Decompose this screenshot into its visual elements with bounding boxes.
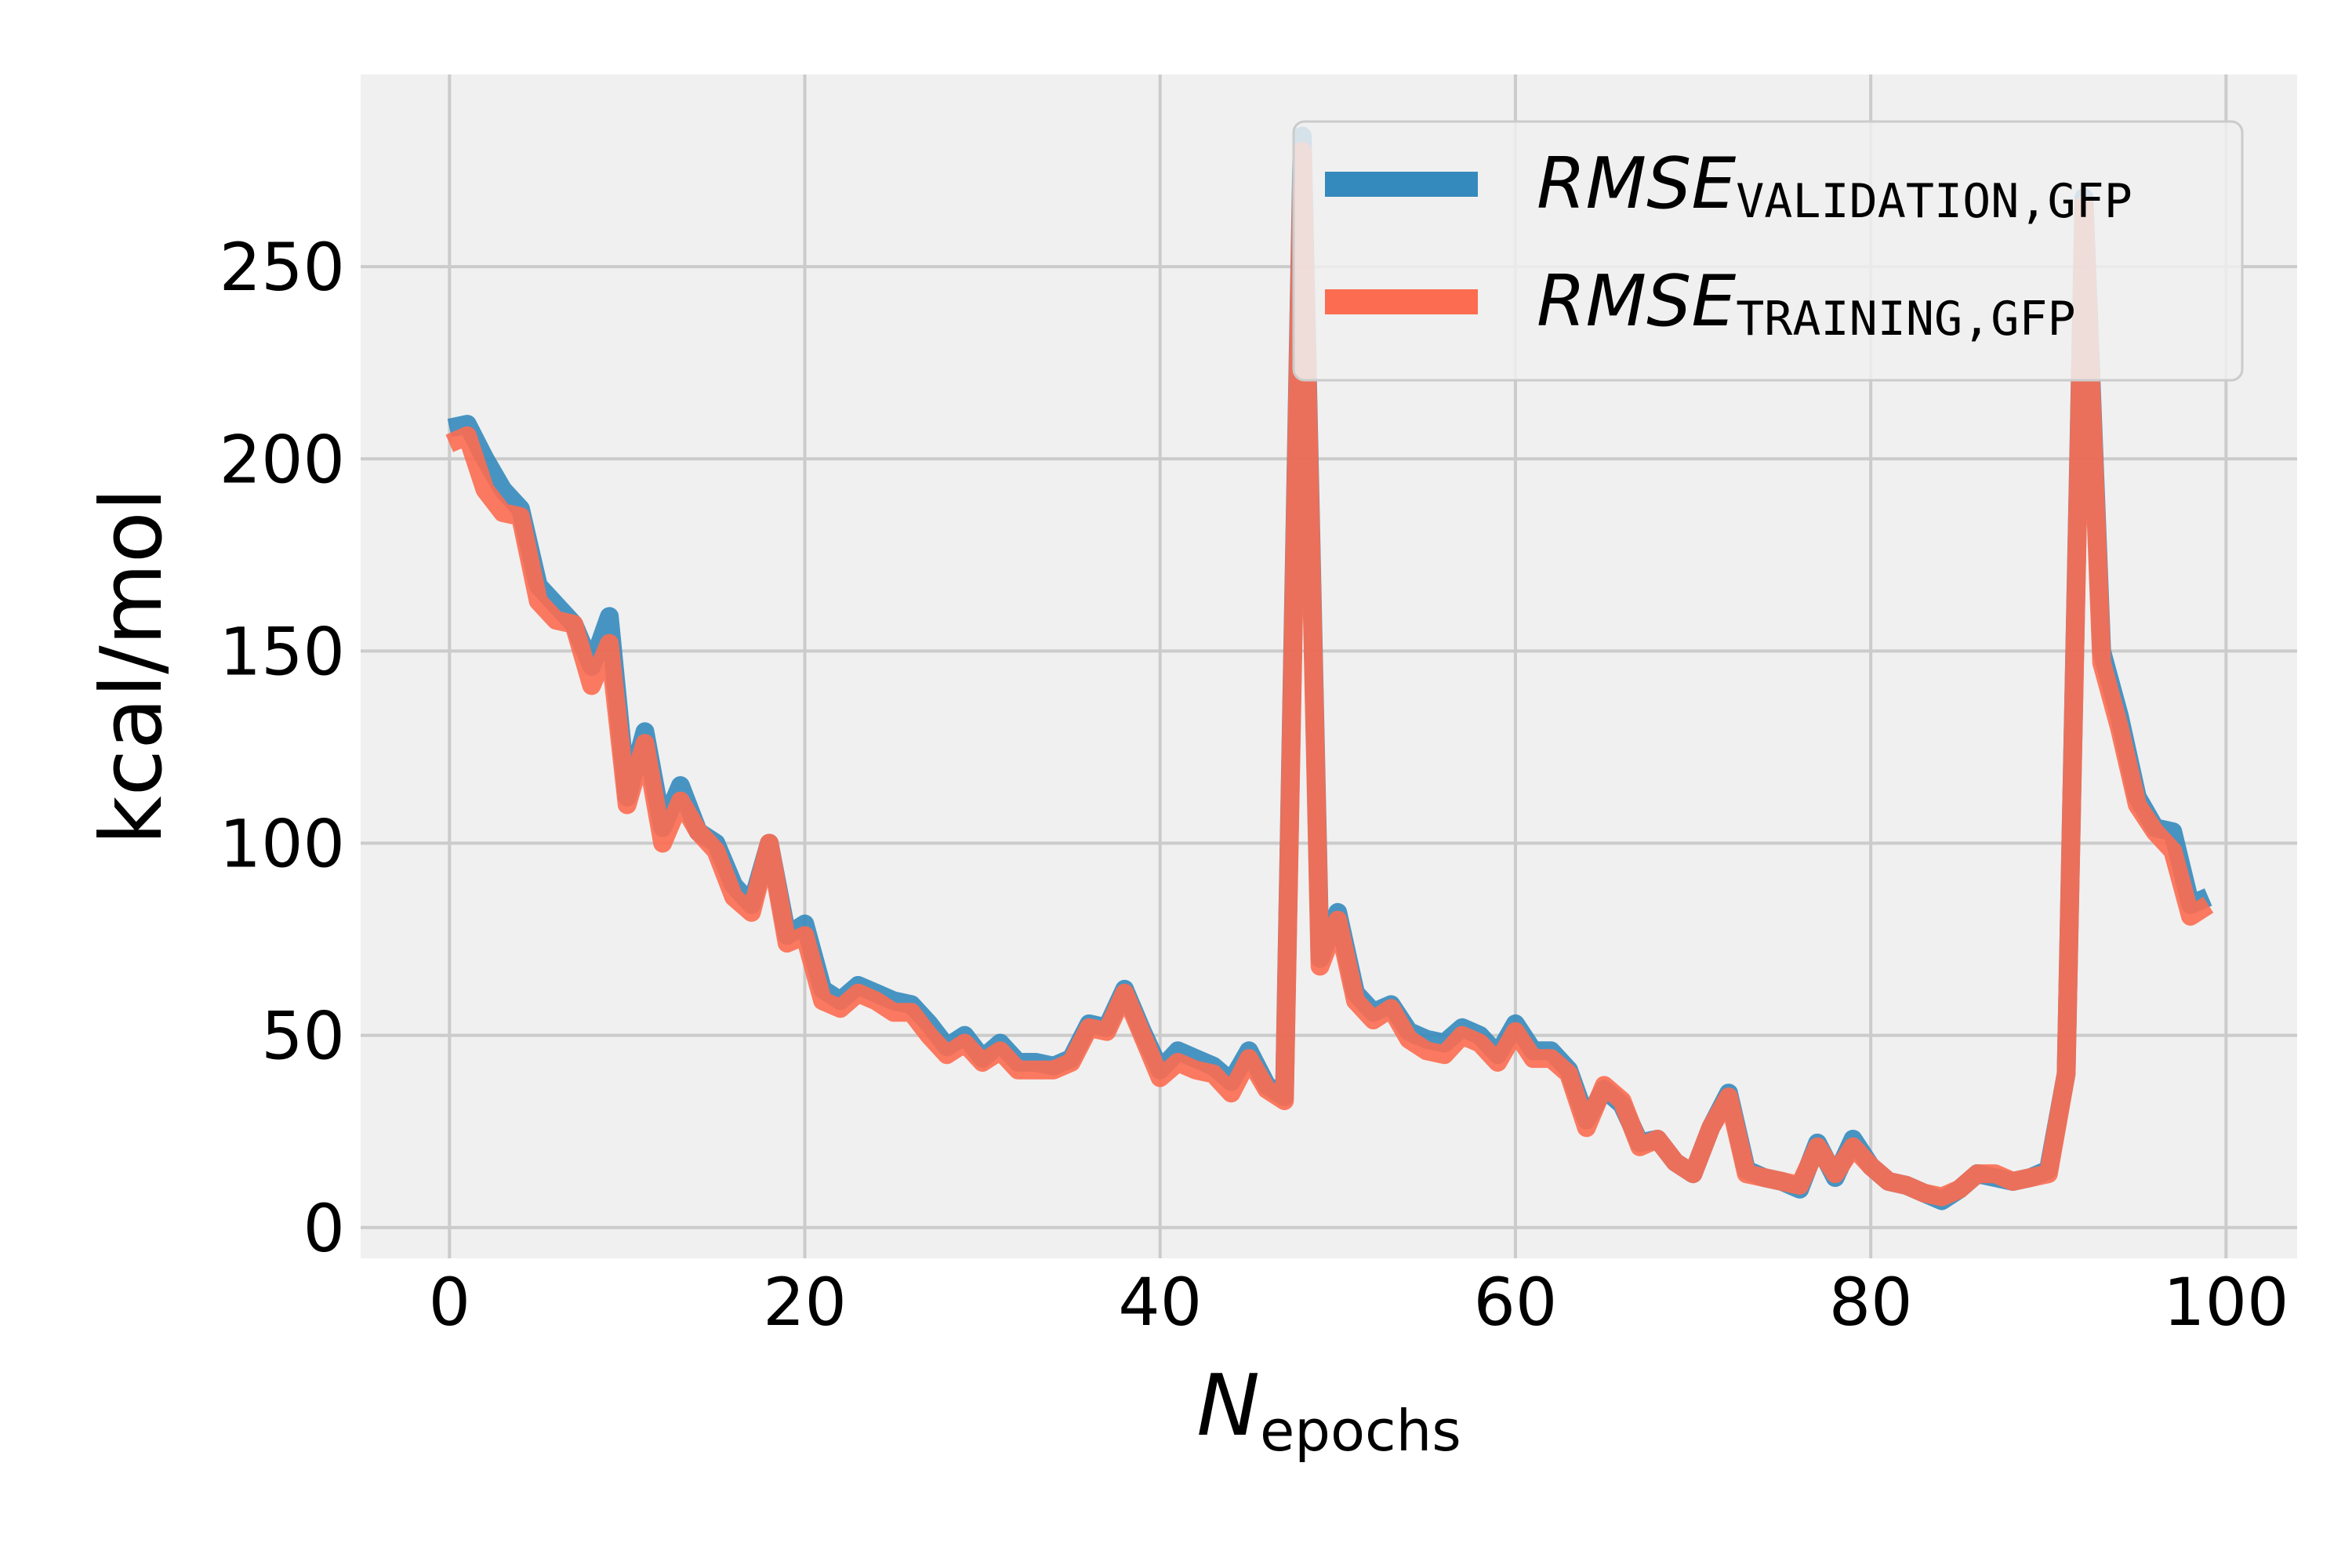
y-tick-label: 0: [303, 1190, 345, 1267]
x-tick-label: 60: [1473, 1264, 1557, 1341]
y-tick-label: 100: [220, 806, 345, 883]
y-tick-label: 150: [220, 613, 345, 690]
legend-label-training: RMSETRAINING,GFP: [1537, 260, 2076, 347]
legend-frame: [1292, 120, 2244, 382]
legend-label-training-main: RMSE: [1537, 260, 1736, 343]
series-line-training: [445, 142, 2214, 1207]
x-axis-title: Nepochs: [1196, 1357, 1461, 1464]
y-tick-label: 200: [220, 421, 345, 498]
legend-label-validation-main: RMSE: [1537, 143, 1736, 225]
grid-lines: [361, 74, 2297, 1258]
legend-label-validation: RMSEVALIDATION,GFP: [1537, 143, 2132, 229]
legend: RMSEVALIDATION,GFP RMSETRAINING,GFP: [1292, 120, 2244, 382]
legend-label-training-sub: TRAINING,GFP: [1736, 292, 2075, 347]
legend-label-validation-sub: VALIDATION,GFP: [1736, 174, 2132, 229]
series-layer: [445, 126, 2214, 1210]
x-axis-title-main: N: [1196, 1357, 1260, 1455]
x-tick-label: 0: [429, 1264, 470, 1341]
x-axis-title-sub: epochs: [1260, 1398, 1461, 1464]
x-tick-label: 80: [1829, 1264, 1913, 1341]
x-tick-label: 40: [1118, 1264, 1202, 1341]
x-tick-label: 100: [2163, 1264, 2288, 1341]
y-axis-title: kcal/mol: [83, 488, 181, 845]
y-tick-label: 250: [220, 229, 345, 306]
x-tick-label: 20: [763, 1264, 847, 1341]
tick-labels: 0 20 40 60 80 100 0 50 100 150 200 250: [220, 229, 2289, 1341]
y-tick-label: 50: [261, 998, 345, 1075]
